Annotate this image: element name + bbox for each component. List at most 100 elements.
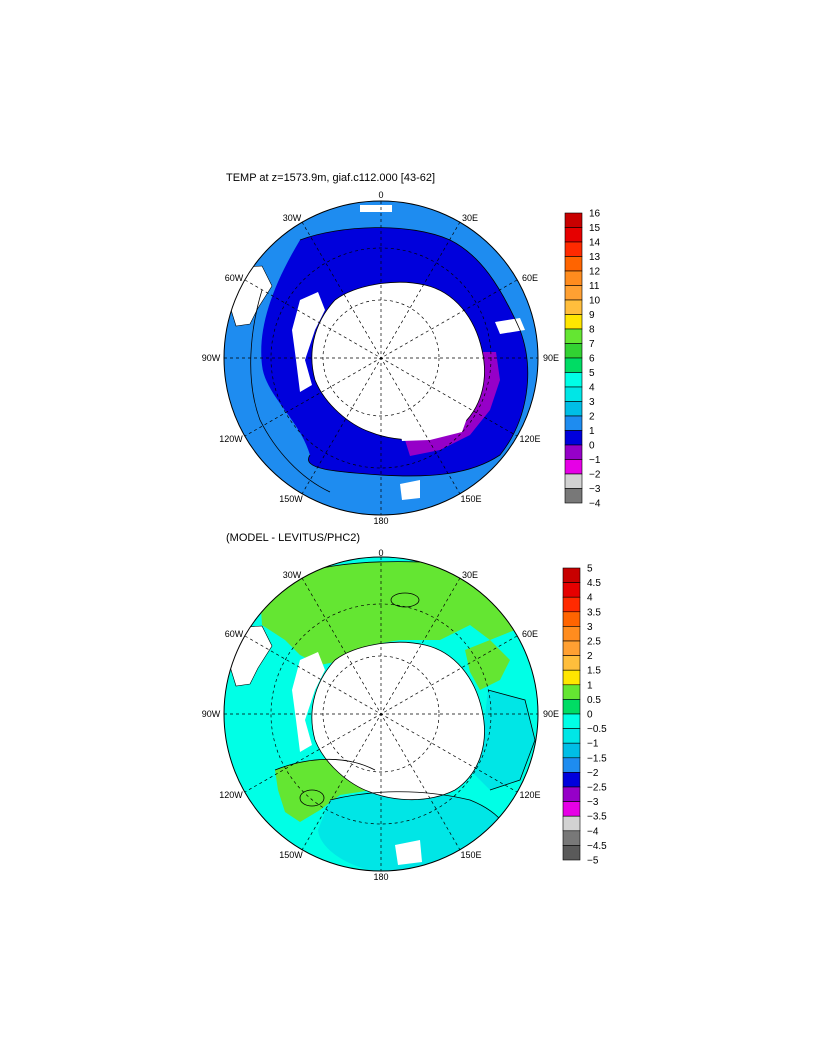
cb2-label-3: 3.5 <box>587 607 601 618</box>
cb1-swatch-19 <box>564 488 583 504</box>
cb2-label-2: 4 <box>587 593 593 604</box>
cb2-swatch-19 <box>562 845 581 861</box>
cb1-label-14: 2 <box>589 412 595 423</box>
cb1-label-10: 6 <box>589 354 595 365</box>
p1-lon-90e: 90E <box>543 353 559 363</box>
cb1-swatch-18 <box>564 473 583 489</box>
antarctica-land <box>311 281 485 441</box>
cb2-swatch-18 <box>562 830 581 846</box>
p1-lon-150e: 150E <box>460 494 481 504</box>
cb2-label-17: −3.5 <box>587 812 607 823</box>
p2-lon-150w: 150W <box>279 850 303 860</box>
antarctica-land-2 <box>311 641 485 801</box>
p2-lon-60w: 60W <box>225 629 244 639</box>
cb2-label-7: 1.5 <box>587 666 601 677</box>
p1-lon-30w: 30W <box>283 213 302 223</box>
panel-2-colorbar: 5 4.5 4 3.5 3 2.5 2 1.5 1 0.5 0 −0.5 −1 −1.5 −2 −2.5 −3 −… <box>562 564 607 867</box>
anomaly-field-warm-west <box>275 759 375 822</box>
cb2-swatch-9 <box>562 699 581 715</box>
temp-field-outer <box>224 201 538 515</box>
cb1-swatch-8 <box>564 328 583 344</box>
cb2-swatch-7 <box>562 669 581 686</box>
p2-lon-30w: 30W <box>283 570 302 580</box>
cb2-swatch-11 <box>562 728 581 744</box>
cb1-swatch-1 <box>564 227 583 243</box>
land-patch-s <box>400 480 420 500</box>
cb1-label-18: −2 <box>589 470 601 481</box>
p2-lon-30e: 30E <box>462 570 478 580</box>
cb2-swatch-16 <box>562 801 581 817</box>
cb1-label-9: 7 <box>589 339 595 350</box>
cb2-swatch-13 <box>562 757 581 773</box>
graticule-2 <box>224 557 538 871</box>
cb1-swatch-6 <box>564 299 583 315</box>
cb1-label-19: −3 <box>589 484 601 495</box>
cb1-label-2: 14 <box>589 238 601 249</box>
cb2-label-8: 1 <box>587 680 593 691</box>
cb1-swatch-15 <box>564 430 583 446</box>
cb1-swatch-0 <box>564 212 583 228</box>
cb2-label-10: 0 <box>587 710 593 721</box>
land-patch-s-2 <box>395 840 422 865</box>
cb1-label-16: 0 <box>589 441 595 452</box>
sea-ice-margin-2 <box>400 410 470 441</box>
south-america-land-2 <box>227 625 273 687</box>
p1-lon-0: 0 <box>378 190 383 200</box>
p1-lon-30e: 30E <box>462 213 478 223</box>
graticule <box>224 201 538 515</box>
cb1-label-20: −4 <box>589 499 601 510</box>
cb2-swatch-0 <box>562 567 581 583</box>
cb2-label-11: −0.5 <box>587 724 607 735</box>
cb2-label-18: −4 <box>587 826 599 837</box>
cb1-swatch-14 <box>564 415 583 431</box>
cb2-label-5: 2.5 <box>587 637 601 648</box>
land-patch-nnw <box>360 205 392 212</box>
sea-ice-margin-3 <box>292 652 325 752</box>
cb1-label-4: 12 <box>589 267 601 278</box>
cb2-swatch-6 <box>562 655 581 671</box>
cb1-label-11: 5 <box>589 368 595 379</box>
cb1-swatch-2 <box>564 241 583 257</box>
cb1-label-15: 1 <box>589 426 595 437</box>
p1-lon-150w: 150W <box>279 494 303 504</box>
cb1-swatch-11 <box>564 372 583 388</box>
cb2-label-1: 4.5 <box>587 578 601 589</box>
cb2-swatch-14 <box>562 772 581 788</box>
land-patch-ne <box>495 318 525 334</box>
cb1-swatch-5 <box>564 285 583 301</box>
p1-lon-60e: 60E <box>522 273 538 283</box>
anomaly-field-base <box>224 557 538 871</box>
p2-lon-120w: 120W <box>219 790 243 800</box>
anomaly-field-warm-north <box>260 561 520 665</box>
anomaly-field-warm-east <box>465 640 510 690</box>
p2-lon-60e: 60E <box>522 629 538 639</box>
cb2-label-9: 0.5 <box>587 695 601 706</box>
temp-field-cold-band <box>261 227 528 476</box>
p2-lon-90w: 90W <box>202 709 221 719</box>
p1-lon-90w: 90W <box>202 353 221 363</box>
anomaly-contours <box>259 561 536 856</box>
cb1-swatch-9 <box>564 343 583 359</box>
panel-2-map-border <box>223 556 539 872</box>
p1-lon-60w: 60W <box>225 273 244 283</box>
p2-lon-90e: 90E <box>543 709 559 719</box>
cb2-label-16: −3 <box>587 797 599 808</box>
cb2-swatch-8 <box>562 684 581 700</box>
p1-lon-120w: 120W <box>219 434 243 444</box>
cb2-label-19: −4.5 <box>587 841 607 852</box>
temp-contour-2 <box>250 289 331 493</box>
temp-field-very-cold <box>405 352 500 456</box>
cb1-swatch-3 <box>564 256 583 272</box>
panel-1-title: TEMP at z=1573.9m, giaf.c112.000 [43-62] <box>226 172 436 184</box>
panel-2-title: (MODEL - LEVITUS/PHC2) <box>226 532 361 544</box>
cb1-label-5: 11 <box>589 281 600 292</box>
anomaly-field-cool-south <box>318 791 510 871</box>
cb1-swatch-16 <box>564 444 583 460</box>
cb1-label-1: 15 <box>589 223 601 234</box>
cb2-swatch-5 <box>562 640 581 656</box>
cb2-label-4: 3 <box>587 622 593 633</box>
cb2-label-20: −5 <box>587 856 599 867</box>
south-america-land <box>227 265 273 327</box>
